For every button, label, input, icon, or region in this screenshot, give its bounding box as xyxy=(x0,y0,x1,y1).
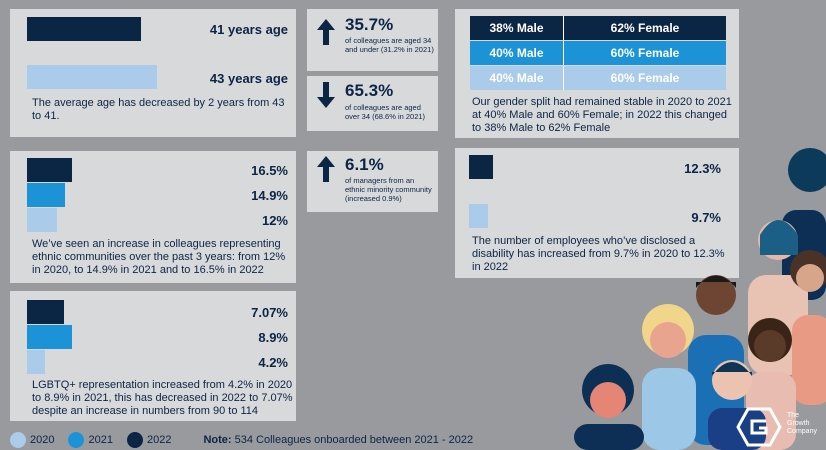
gender-female-2021: 60% Female xyxy=(564,41,726,65)
gender-female-2020: 60% Female xyxy=(564,66,726,90)
age-label-2021: 43 years age xyxy=(209,71,288,86)
legend-item-2022: 2022 xyxy=(126,432,172,448)
gender-row-2021: 40% Male 60% Female xyxy=(470,41,726,65)
logo-text: The Growth Company xyxy=(787,412,817,436)
stat-card-managers: 6.1% of managers from an ethnic minority… xyxy=(307,151,438,212)
disability-description: The number of employees who’ve disclosed… xyxy=(472,235,725,273)
lgbtq-bar-2021 xyxy=(27,325,72,349)
gender-male-2021: 40% Male xyxy=(470,41,564,65)
legend: 2020 2021 2022 Note: 534 Colleagues onbo… xyxy=(10,432,473,448)
stat-value-managers: 6.1% xyxy=(345,155,384,174)
ethnic-card: 16.5% 14.9% 12% We’ve seen an increase i… xyxy=(10,151,296,283)
arrow-down-icon xyxy=(317,82,335,108)
ethnic-bar-2020 xyxy=(27,208,57,232)
lgbtq-bar-2022 xyxy=(27,300,64,324)
people-illustration xyxy=(574,148,826,450)
logo-line-2: Growth xyxy=(787,420,810,427)
lgbtq-card: 7.07% 8.9% 4.2% LGBTQ+ representation in… xyxy=(10,291,296,421)
growth-company-logo-icon xyxy=(736,407,782,447)
age-card: 41 years age 43 years age The average ag… xyxy=(10,9,296,137)
gender-description: Our gender split had remained stable in … xyxy=(472,96,732,134)
ethnic-bar-2022 xyxy=(27,158,72,182)
legend-dot-2022 xyxy=(126,432,143,448)
note-label: Note: xyxy=(203,434,232,446)
legend-dot-2021 xyxy=(68,432,85,448)
disability-card: 12.3% 9.7% The number of employees who’v… xyxy=(455,148,739,278)
lgbtq-bar-2020 xyxy=(27,350,45,374)
legend-note: Note: 534 Colleagues onboarded between 2… xyxy=(203,434,473,446)
age-description: The average age has decreased by 2 years… xyxy=(32,97,285,122)
lgbtq-label-2022: 7.07% xyxy=(251,305,288,320)
logo-line-1: The xyxy=(787,412,800,419)
arrow-up-icon xyxy=(317,19,335,45)
legend-item-2020: 2020 xyxy=(10,432,54,448)
ethnic-bar-2021 xyxy=(27,183,65,207)
legend-label-2021: 2021 xyxy=(88,434,113,446)
gender-row-2020: 40% Male 60% Female xyxy=(470,66,726,90)
gender-row-2022: 38% Male 62% Female xyxy=(470,16,726,40)
ethnic-description: We’ve seen an increase in colleagues rep… xyxy=(32,238,286,276)
lgbtq-label-2020: 4.2% xyxy=(258,355,288,370)
gender-female-2022: 62% Female xyxy=(564,16,726,40)
disability-label-2021: 9.7% xyxy=(691,210,721,225)
disability-bar-2022 xyxy=(469,155,493,179)
note-text: 534 Colleagues onboarded between 2021 - … xyxy=(231,434,474,446)
disability-bar-2021 xyxy=(469,204,488,228)
age-label-2022: 41 years age xyxy=(209,22,288,37)
gender-male-2020: 40% Male xyxy=(470,66,564,90)
ethnic-label-2020: 12% xyxy=(261,213,288,228)
arrow-up-icon xyxy=(317,156,335,182)
age-bar-2021 xyxy=(27,65,157,89)
lgbtq-description: LGBTQ+ representation increased from 4.2… xyxy=(32,379,293,417)
stat-text-managers: of managers from an ethnic minority comm… xyxy=(345,176,432,203)
gender-male-2022: 38% Male xyxy=(470,16,564,40)
lgbtq-label-2021: 8.9% xyxy=(258,330,288,345)
age-bar-2022 xyxy=(27,17,141,41)
stat-card-under-34: 35.7% of colleagues are aged 34 and unde… xyxy=(307,9,438,71)
legend-item-2021: 2021 xyxy=(68,432,113,448)
ethnic-label-2022: 16.5% xyxy=(251,163,288,178)
stat-text-over-34: of colleagues are aged over 34 (68.6% in… xyxy=(345,103,426,121)
stat-value-over-34: 65.3% xyxy=(345,81,394,100)
stat-value-under-34: 35.7% xyxy=(345,15,394,34)
logo-line-3: Company xyxy=(787,428,817,435)
stat-card-over-34: 65.3% of colleagues are aged over 34 (68… xyxy=(307,76,438,131)
legend-label-2020: 2020 xyxy=(30,434,55,446)
disability-label-2022: 12.3% xyxy=(684,161,721,176)
gender-table: 38% Male 62% Female 40% Male 60% Female … xyxy=(470,16,726,91)
ethnic-label-2021: 14.9% xyxy=(251,188,288,203)
legend-dot-2020 xyxy=(10,432,26,448)
stat-text-under-34: of colleagues are aged 34 and under (31.… xyxy=(345,36,434,54)
legend-label-2022: 2022 xyxy=(146,434,172,446)
